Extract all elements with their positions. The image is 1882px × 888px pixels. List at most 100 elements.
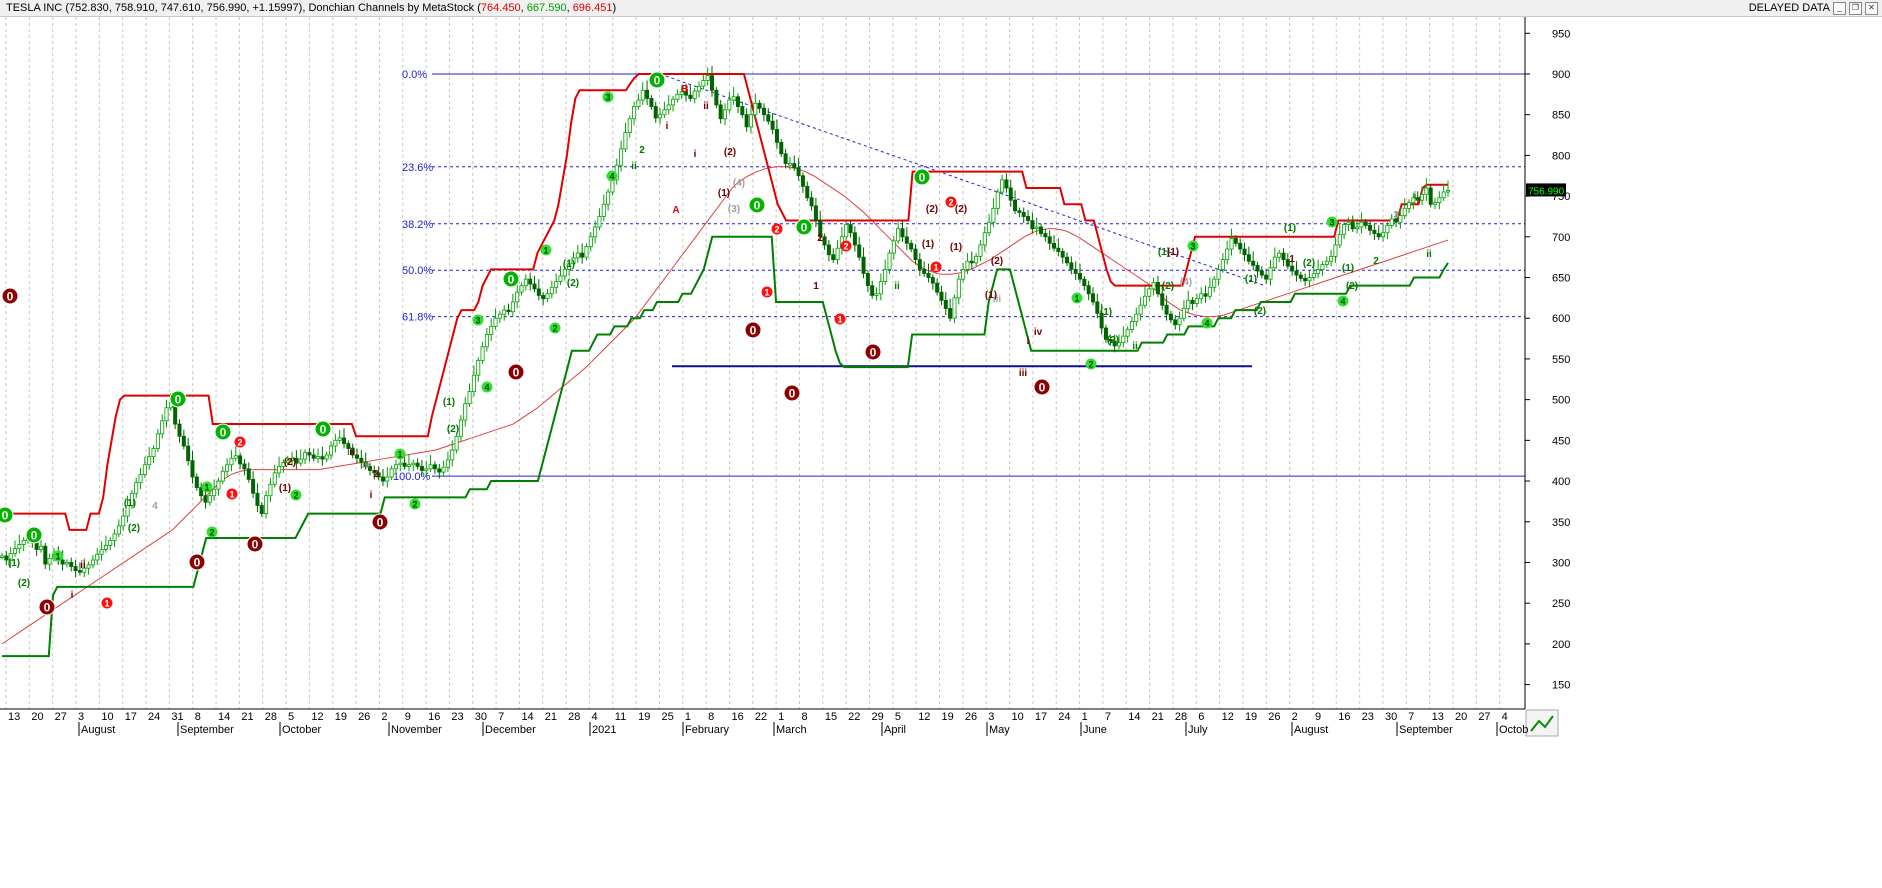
candle-body: [857, 244, 862, 258]
y-tick-label: 200: [1552, 639, 1570, 651]
candle-body: [948, 308, 953, 319]
candle-body: [1112, 340, 1117, 347]
x-month-label: Octob: [1499, 724, 1528, 736]
wave-text-label: ii: [703, 101, 709, 112]
wave-dot-label: 2: [209, 528, 214, 538]
candle-body: [411, 462, 416, 466]
x-month-label: April: [884, 724, 906, 736]
wave-text-label: (4): [1180, 277, 1192, 288]
x-tick-label: 26: [1268, 711, 1280, 723]
x-tick-label: 12: [918, 711, 930, 723]
candle-body: [225, 464, 230, 472]
candle-body: [852, 232, 857, 246]
candle-body: [1233, 238, 1238, 244]
wave-text-label: i: [666, 121, 669, 132]
candle-body: [329, 445, 334, 456]
candle-body: [212, 488, 217, 497]
x-month-label: September: [1399, 724, 1453, 736]
wave-text-label: (4): [733, 178, 745, 189]
wave-text-label: B: [681, 84, 688, 95]
wave-dot-marker: [201, 481, 213, 493]
candle-body: [467, 391, 472, 405]
indicator-lines: [1, 72, 1449, 658]
candle-body: [1142, 295, 1147, 306]
wave-circle-marker: [38, 598, 56, 616]
x-tick-label: 8: [708, 711, 714, 723]
candle-body: [1078, 273, 1083, 280]
x-tick-label: 14: [218, 711, 230, 723]
wave-labels: 0 0 0 0 1 0 0 0 0 0 0 0 0 0 0 0 0 0 0 0 0 1 2 1 2 1 2 2 1 3 1 2 3 4 1 2 1 2 1 1…: [0, 71, 1432, 616]
candle-body: [575, 252, 580, 259]
candle-body: [454, 435, 459, 451]
candle-body: [34, 542, 39, 550]
candle-body: [671, 98, 676, 106]
fib-label: 38.2%: [402, 219, 433, 231]
wave-text-label: (2): [1303, 258, 1315, 269]
wave-circle-marker: [648, 71, 666, 89]
x-tick-label: 19: [1245, 711, 1257, 723]
x-month-label: 2021: [592, 724, 616, 736]
candle-body: [1342, 224, 1347, 235]
candle-body: [441, 466, 446, 473]
wave-circle-marker: [314, 420, 332, 438]
close-icon[interactable]: ✕: [1865, 1, 1878, 15]
wave-dot-label: 3: [475, 316, 480, 326]
candle-body: [264, 495, 269, 515]
wave-dot-label: 3: [605, 93, 610, 103]
wave-text-label: (1): [563, 259, 575, 270]
x-tick-label: 16: [1338, 711, 1350, 723]
candle-body: [528, 278, 533, 285]
candle-body: [662, 109, 667, 116]
wave-text-label: 4: [152, 501, 158, 512]
restore-icon[interactable]: ❐: [1849, 1, 1862, 15]
candle-body: [285, 460, 290, 463]
x-month-label: August: [1294, 724, 1328, 736]
candle-body: [965, 260, 970, 270]
candle-body: [844, 224, 849, 238]
candle-body: [792, 163, 797, 169]
candle-body: [307, 452, 312, 456]
wave-text-label: (1): [922, 239, 934, 250]
candle-body: [17, 544, 22, 550]
x-tick-label: 12: [311, 711, 323, 723]
x-tick-label: 13: [1432, 711, 1444, 723]
wave-circle-marker: [507, 363, 525, 381]
candle-body: [545, 293, 550, 300]
candle-body: [1065, 256, 1070, 264]
wave-circle-label: 0: [220, 426, 227, 440]
wave-circle-label: 0: [754, 199, 761, 213]
candle-body: [346, 443, 351, 449]
candle-body: [1316, 268, 1321, 274]
wave-dot-label: 1: [397, 450, 402, 460]
candle-body: [1411, 197, 1416, 204]
candle-body: [86, 564, 91, 569]
candle-body: [1424, 187, 1429, 195]
candle-body: [878, 281, 883, 295]
candle-body: [1333, 244, 1338, 257]
wave-circle-label: 0: [194, 556, 201, 570]
wave-circle-label: 0: [870, 346, 877, 360]
wave-dot-marker: [409, 498, 421, 510]
x-tick-label: 12: [1222, 711, 1234, 723]
candle-body: [229, 457, 234, 466]
candle-body: [1350, 221, 1355, 230]
wave-text-label: iii: [1019, 368, 1028, 379]
wave-dot-marker: [52, 550, 64, 562]
wave-text-label: (2): [955, 204, 967, 215]
y-tick-label: 450: [1552, 435, 1570, 447]
wave-text-label: (1): [124, 498, 136, 509]
minimize-icon[interactable]: _: [1833, 1, 1846, 15]
wave-circle-marker: [795, 218, 813, 236]
x-tick-label: 10: [101, 711, 113, 723]
candle-body: [121, 515, 126, 527]
wave-dot-marker: [226, 488, 238, 500]
candle-body: [389, 468, 394, 478]
candle-body: [922, 268, 927, 274]
x-tick-label: 22: [848, 711, 860, 723]
wave-dot-label: 2: [774, 225, 779, 235]
candle-body: [359, 457, 364, 463]
wave-text-label: (1): [1342, 263, 1354, 274]
candle-body: [1264, 274, 1269, 280]
candle-body: [956, 278, 961, 299]
